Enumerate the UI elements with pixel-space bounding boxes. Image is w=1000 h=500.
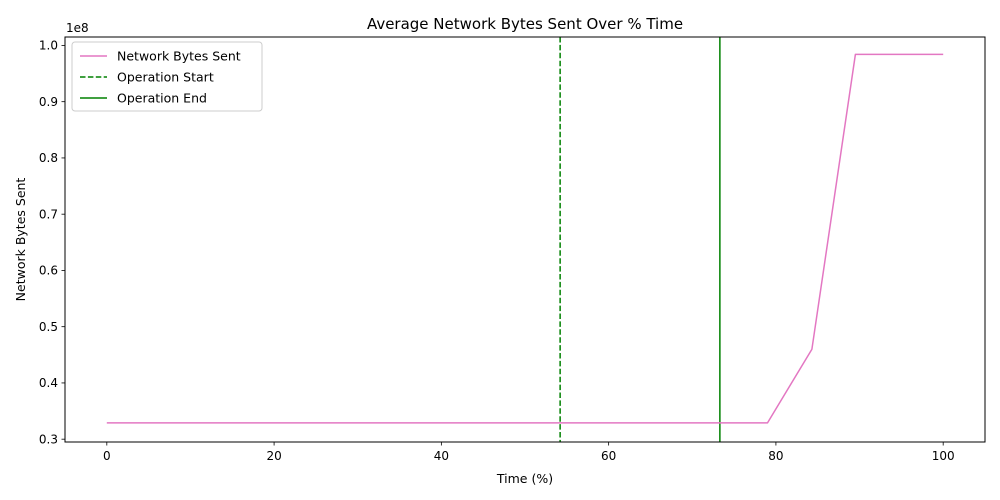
- y-tick-label: 1.0: [39, 39, 58, 53]
- legend-label-network-bytes-sent: Network Bytes Sent: [117, 49, 241, 64]
- y-tick-label: 0.6: [39, 264, 58, 278]
- x-tick-label: 100: [932, 449, 955, 463]
- y-axis-ticks: 0.3 0.4 0.5 0.6 0.7 0.8 0.9 1.0: [39, 39, 65, 446]
- y-axis-label: Network Bytes Sent: [13, 178, 28, 302]
- legend-label-operation-start: Operation Start: [117, 70, 214, 85]
- x-tick-label: 80: [768, 449, 783, 463]
- x-axis-label: Time (%): [496, 471, 553, 486]
- chart-title: Average Network Bytes Sent Over % Time: [367, 15, 683, 33]
- x-tick-label: 60: [601, 449, 616, 463]
- y-tick-label: 0.3: [39, 432, 58, 446]
- y-tick-label: 0.8: [39, 151, 58, 165]
- data-series: [106, 53, 944, 424]
- legend: Network Bytes Sent Operation Start Opera…: [71, 41, 263, 112]
- y-tick-label: 0.7: [39, 207, 58, 221]
- legend-box: [71, 41, 263, 112]
- network-bytes-sent-series-line: [106, 53, 944, 424]
- plot-frame: [64, 36, 986, 443]
- x-tick-label: 0: [103, 449, 111, 463]
- y-axis-offset-label: 1e8: [66, 21, 89, 35]
- y-tick-label: 0.5: [39, 320, 58, 334]
- y-tick-label: 0.4: [39, 376, 58, 390]
- x-tick-label: 20: [266, 449, 281, 463]
- y-tick-label: 0.9: [39, 95, 58, 109]
- vertical-markers: [559, 37, 721, 442]
- x-axis-ticks: 0 20 40 60 80 100: [103, 442, 955, 463]
- legend-label-operation-end: Operation End: [117, 91, 207, 106]
- x-tick-label: 40: [434, 449, 449, 463]
